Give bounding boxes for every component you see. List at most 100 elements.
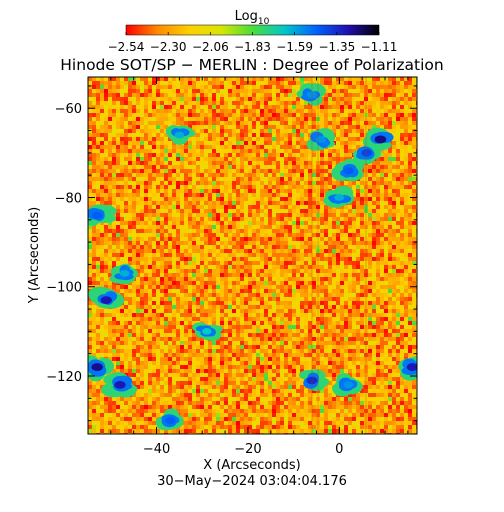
heatmap-cell — [96, 101, 100, 105]
heatmap-cell — [144, 109, 148, 113]
heatmap-cell — [320, 289, 324, 293]
heatmap-cell — [120, 249, 124, 253]
heatmap-cell — [164, 293, 168, 297]
heatmap-cell — [380, 265, 384, 269]
heatmap-cell — [328, 245, 332, 249]
heatmap-cell — [400, 237, 404, 241]
heatmap-cell — [196, 173, 200, 177]
heatmap-cell — [336, 225, 340, 229]
heatmap-cell — [260, 229, 264, 233]
heatmap-cell — [124, 169, 128, 173]
heatmap-cell — [236, 153, 240, 157]
heatmap-cell — [180, 265, 184, 269]
heatmap-cell — [320, 177, 324, 181]
heatmap-cell — [376, 297, 380, 301]
heatmap-cell — [236, 301, 240, 305]
heatmap-cell — [196, 257, 200, 261]
heatmap-cell — [188, 97, 192, 101]
heatmap-cell — [188, 273, 192, 277]
heatmap-cell — [256, 201, 260, 205]
heatmap-cell — [384, 157, 388, 161]
heatmap-cell — [268, 201, 272, 205]
heatmap-cell — [316, 217, 320, 221]
heatmap-cell — [356, 309, 360, 313]
heatmap-cell — [92, 257, 96, 261]
heatmap-cell — [232, 173, 236, 177]
heatmap-cell — [404, 165, 408, 169]
heatmap-cell — [388, 213, 392, 217]
heatmap-cell — [192, 145, 196, 149]
heatmap-cell — [340, 309, 344, 313]
heatmap-cell — [96, 121, 100, 125]
heatmap-cell — [392, 141, 396, 145]
heatmap-cell — [88, 225, 92, 229]
heatmap-cell — [304, 149, 308, 153]
heatmap-cell — [236, 237, 240, 241]
heatmap-cell — [392, 125, 396, 129]
heatmap-cell — [120, 205, 124, 209]
heatmap-cell — [180, 201, 184, 205]
heatmap-cell — [244, 237, 248, 241]
heatmap-cell — [312, 265, 316, 269]
heatmap-cell — [220, 229, 224, 233]
heatmap-cell — [108, 177, 112, 181]
heatmap-cell — [316, 233, 320, 237]
heatmap-cell — [116, 225, 120, 229]
heatmap-cell — [220, 173, 224, 177]
heatmap-cell — [320, 253, 324, 257]
heatmap-cell — [104, 117, 108, 121]
heatmap-cell — [300, 113, 304, 117]
heatmap-cell — [260, 161, 264, 165]
heatmap-cell — [396, 309, 400, 313]
heatmap-cell — [216, 189, 220, 193]
heatmap-cell — [116, 121, 120, 125]
heatmap-cell — [320, 237, 324, 241]
heatmap-cell — [344, 121, 348, 125]
heatmap-cell — [380, 153, 384, 157]
heatmap-cell — [136, 181, 140, 185]
heatmap-cell — [208, 173, 212, 177]
heatmap-cell — [180, 281, 184, 285]
heatmap-cell — [344, 209, 348, 213]
heatmap-cell — [256, 129, 260, 133]
heatmap-cell — [268, 133, 272, 137]
heatmap-cell — [220, 209, 224, 213]
heatmap-cell — [376, 281, 380, 285]
heatmap-cell — [332, 241, 336, 245]
heatmap-cell — [224, 85, 228, 89]
heatmap-cell — [104, 273, 108, 277]
heatmap-cell — [400, 137, 404, 141]
heatmap-cell — [260, 77, 264, 81]
heatmap-cell — [296, 105, 300, 109]
heatmap-cell — [208, 181, 212, 185]
heatmap-cell — [128, 149, 132, 153]
heatmap-cell — [344, 117, 348, 121]
heatmap-cell — [200, 201, 204, 205]
heatmap-cell — [360, 197, 364, 201]
chart-title: Hinode SOT/SP − MERLIN : Degree of Polar… — [60, 56, 443, 74]
heatmap-cell — [360, 217, 364, 221]
heatmap-cell — [352, 85, 356, 89]
heatmap-cell — [108, 229, 112, 233]
heatmap-cell — [340, 181, 344, 185]
heatmap-cell — [212, 189, 216, 193]
heatmap-cell — [232, 137, 236, 141]
heatmap-cell — [240, 225, 244, 229]
heatmap-cell — [152, 185, 156, 189]
heatmap-cell — [324, 121, 328, 125]
heatmap-cell — [332, 153, 336, 157]
heatmap-cell — [284, 197, 288, 201]
heatmap-cell — [300, 281, 304, 285]
heatmap-cell — [396, 229, 400, 233]
heatmap-cell — [400, 97, 404, 101]
heatmap-cell — [304, 297, 308, 301]
heatmap-cell — [108, 237, 112, 241]
heatmap-cell — [188, 157, 192, 161]
heatmap-cell — [372, 93, 376, 97]
heatmap-cell — [400, 161, 404, 165]
heatmap-cell — [256, 301, 260, 305]
heatmap-cell — [252, 225, 256, 229]
heatmap-cell — [212, 253, 216, 257]
heatmap-cell — [360, 85, 364, 89]
